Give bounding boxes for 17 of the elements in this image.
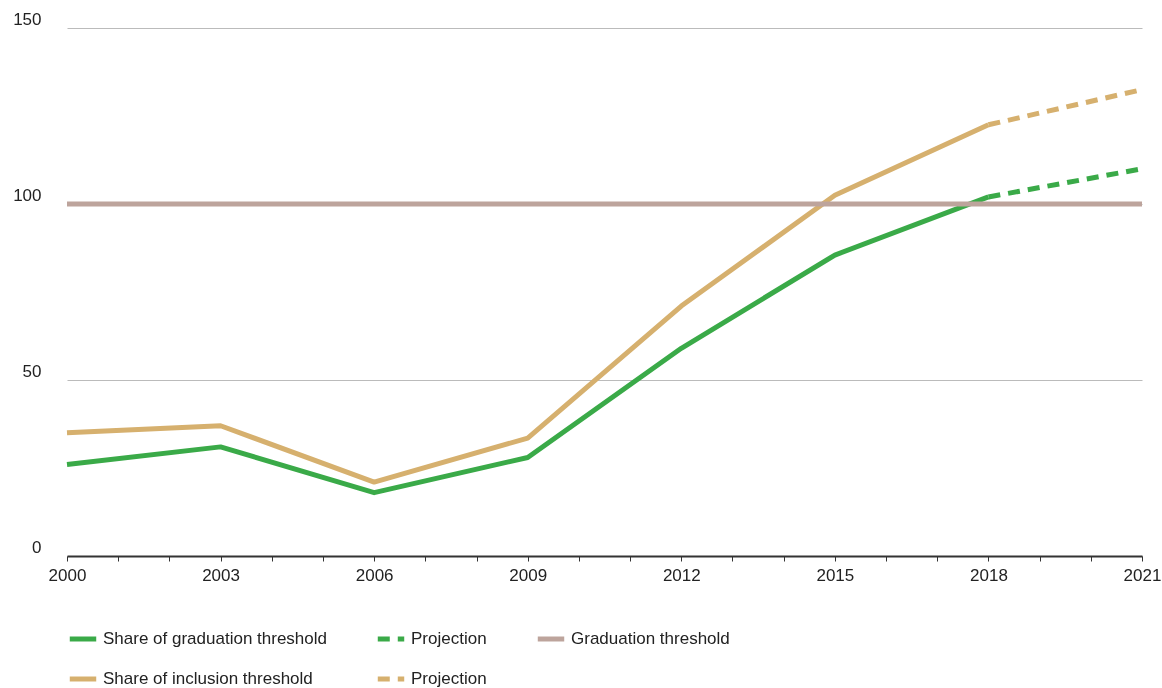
y-tick-label: 50 <box>22 361 42 381</box>
legend-label: Graduation threshold <box>571 629 730 648</box>
legend-label: Share of graduation threshold <box>103 629 327 648</box>
legend-label: Projection <box>411 669 487 688</box>
x-tick-label: 2012 <box>662 565 701 585</box>
x-tick-label: 2009 <box>509 565 548 585</box>
legend-label: Projection <box>411 629 487 648</box>
x-tick-label: 2015 <box>816 565 855 585</box>
y-tick-label: 0 <box>32 537 42 557</box>
x-tick-label: 2021 <box>1123 565 1162 585</box>
x-tick-label: 2000 <box>48 565 87 585</box>
x-tick-label: 2006 <box>355 565 394 585</box>
legend-label: Share of inclusion threshold <box>103 669 313 688</box>
x-tick-label: 2018 <box>970 565 1008 585</box>
x-tick-label: 2003 <box>202 565 240 585</box>
y-tick-label: 150 <box>13 9 42 29</box>
y-tick-label: 100 <box>13 185 42 205</box>
